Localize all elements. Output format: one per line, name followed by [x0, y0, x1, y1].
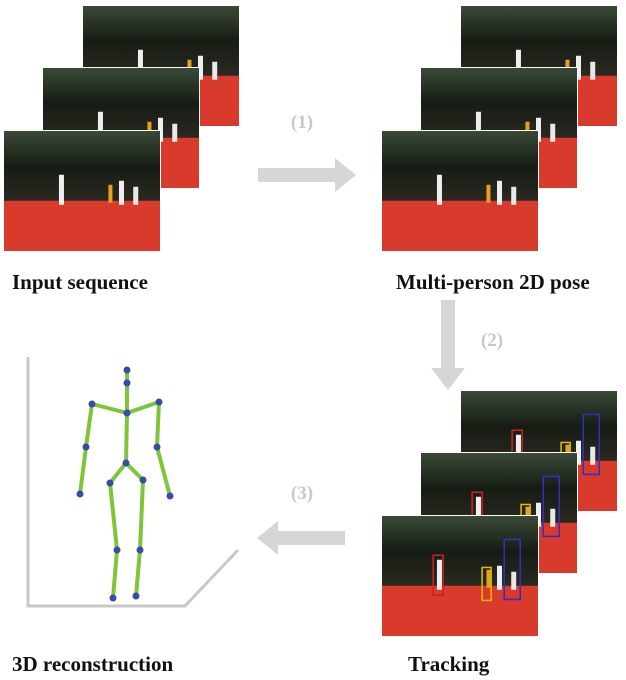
- person: [497, 566, 502, 590]
- person: [212, 62, 217, 80]
- joint: [89, 401, 96, 408]
- bone: [136, 550, 140, 596]
- frame-ground: [382, 201, 538, 251]
- diagram: (1) (2) (3) Input sequence Multi-person …: [0, 0, 626, 680]
- joint: [114, 547, 121, 554]
- joint: [137, 547, 144, 554]
- bone: [92, 404, 127, 413]
- joint: [124, 380, 131, 387]
- person: [550, 124, 555, 142]
- person: [497, 181, 502, 205]
- person: [550, 509, 555, 527]
- arrow-3: [257, 521, 345, 555]
- person: [511, 187, 516, 205]
- bone: [113, 550, 117, 598]
- step-label: (2): [481, 330, 503, 351]
- person: [133, 187, 138, 205]
- joint: [140, 477, 147, 484]
- axes: [28, 357, 238, 606]
- stage-label: Input sequence: [12, 270, 148, 294]
- bone: [110, 483, 117, 550]
- joint: [107, 480, 114, 487]
- skeleton: [77, 367, 174, 602]
- person: [486, 570, 490, 588]
- joint: [77, 491, 84, 498]
- frame-ground: [4, 201, 160, 251]
- bone: [157, 447, 170, 496]
- joint: [156, 399, 163, 406]
- bone: [80, 447, 86, 494]
- person: [486, 185, 490, 203]
- joint: [133, 593, 140, 600]
- stage-label: Multi-person 2D pose: [396, 270, 590, 294]
- stage-label: Tracking: [408, 652, 490, 676]
- bone: [157, 402, 159, 447]
- video-frame: [3, 130, 161, 252]
- person: [59, 175, 64, 205]
- person: [437, 560, 442, 590]
- video-frame: [381, 515, 539, 637]
- bone: [126, 463, 143, 480]
- bone: [140, 480, 143, 550]
- bone: [126, 413, 127, 463]
- joint: [110, 595, 117, 602]
- step-label: (3): [291, 483, 313, 504]
- person: [590, 62, 595, 80]
- joint: [124, 410, 131, 417]
- frame-ground: [382, 586, 538, 636]
- person: [437, 175, 442, 205]
- person: [108, 185, 112, 203]
- arrow-2: [431, 300, 465, 390]
- bone: [110, 463, 126, 483]
- arrow-1: [258, 158, 356, 192]
- step-label: (1): [291, 112, 313, 133]
- video-frame: [381, 130, 539, 252]
- bone: [86, 404, 92, 447]
- stage-label: 3D reconstruction: [12, 652, 173, 676]
- joint: [123, 460, 130, 467]
- joint: [154, 444, 161, 451]
- joint: [167, 493, 174, 500]
- person: [511, 572, 516, 590]
- bone: [127, 402, 159, 413]
- joint: [83, 444, 90, 451]
- person: [590, 447, 595, 465]
- person: [119, 181, 124, 205]
- joint: [124, 367, 131, 374]
- person: [172, 124, 177, 142]
